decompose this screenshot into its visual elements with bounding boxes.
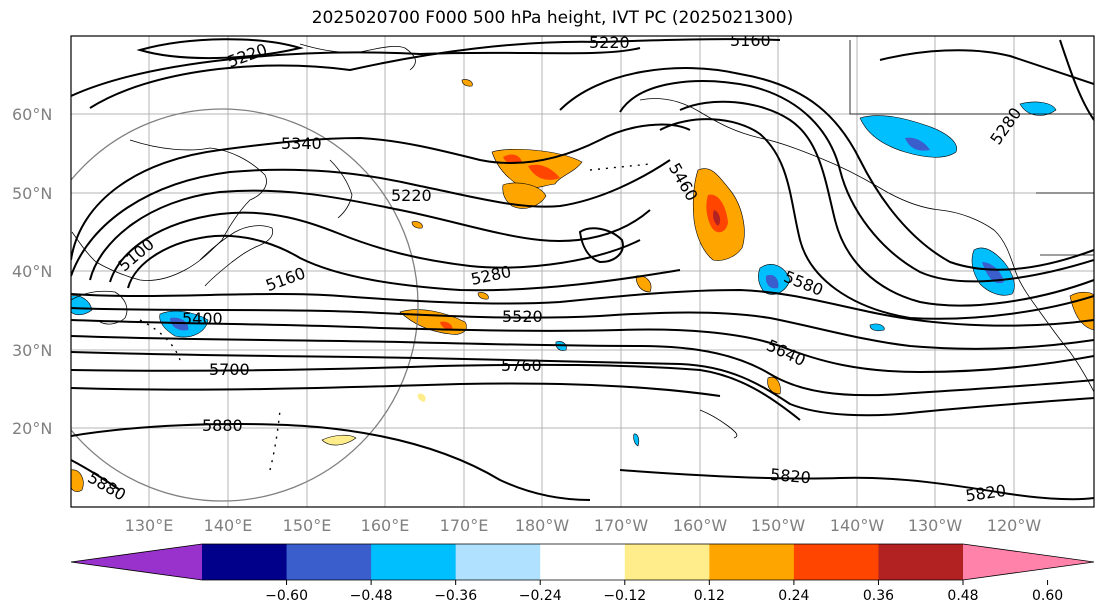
colorbar-tick-label: −0.36 [434,588,477,601]
colorbar-extend-min [71,544,202,580]
colorbar-tick-label: 0.36 [863,588,894,601]
colorbar-outline [70,543,1095,581]
lat-label: 40°N [12,262,52,281]
colorbar-swatch [455,544,541,580]
colorbar-swatch [371,544,457,580]
lat-label: 60°N [12,105,52,124]
lat-label: 20°N [12,419,52,438]
contour-label-5820: 5820 [769,465,811,487]
lon-label: 130°W [908,516,963,535]
contour-label-5160: 5160 [730,31,771,50]
colorbar-tick-label: 0.24 [778,588,809,601]
colorbar-swatch [540,544,626,580]
longitude-labels: 130°E 140°E 150°E 160°E 170°E 180°W 170°… [125,516,1042,535]
map-border [70,35,1095,508]
colorbar-swatch [709,544,795,580]
colorbar-tick-label: 0.60 [1032,588,1063,601]
lat-label: 30°N [12,341,52,360]
lon-label: 180°W [515,516,570,535]
colorbar-tick-label: 0.48 [947,588,978,601]
colorbar-tick-label: 0.12 [694,588,725,601]
colorbar-tick-label: −0.12 [603,588,646,601]
contour-label-5340: 5340 [281,134,322,153]
ivt-anomaly-shading [71,79,1094,492]
lon-label: 140°E [204,516,253,535]
lon-label: 160°E [361,516,410,535]
contour-label-5400: 5400 [182,309,223,328]
contour-label-5220: 5220 [589,33,630,52]
map-title: 2025020700 F000 500 hPa height, IVT PC (… [311,8,794,28]
colorbar-extend-max [963,544,1094,580]
contour-label-5520: 5520 [502,307,543,326]
lon-label: 140°W [830,516,885,535]
lon-label: 170°W [594,516,649,535]
lon-label: 170°E [440,516,489,535]
coastlines [71,40,1094,439]
colorbar-tick-label: −0.48 [350,588,393,601]
lat-label: 50°N [12,184,52,203]
colorbar-swatch [202,544,288,580]
contour-label-5760: 5760 [501,356,542,375]
colorbar-swatch [878,544,964,580]
lon-label: 150°E [283,516,332,535]
colorbar-tick-label: −0.24 [519,588,562,601]
lon-label: 150°W [751,516,806,535]
lon-label: 130°E [125,516,174,535]
contour-label-5700: 5700 [209,360,250,379]
colorbar-swatch [624,544,710,580]
contour-label-5880: 5880 [202,416,243,435]
colorbar-swatch [286,544,372,580]
colorbar-tick-label: −0.60 [265,588,308,601]
latitude-labels: 60°N 50°N 40°N 30°N 20°N [12,105,52,438]
height-contours [71,38,1094,501]
contour-label-5220: 5220 [391,186,432,205]
projection-circle [71,108,419,502]
lon-label: 160°W [673,516,728,535]
colorbar: −0.60 −0.48 −0.36 −0.24 −0.12 0.12 0.24 0.36 0.4… [70,543,1095,601]
colorbar-swatch [793,544,879,580]
lon-label: 120°W [987,516,1042,535]
